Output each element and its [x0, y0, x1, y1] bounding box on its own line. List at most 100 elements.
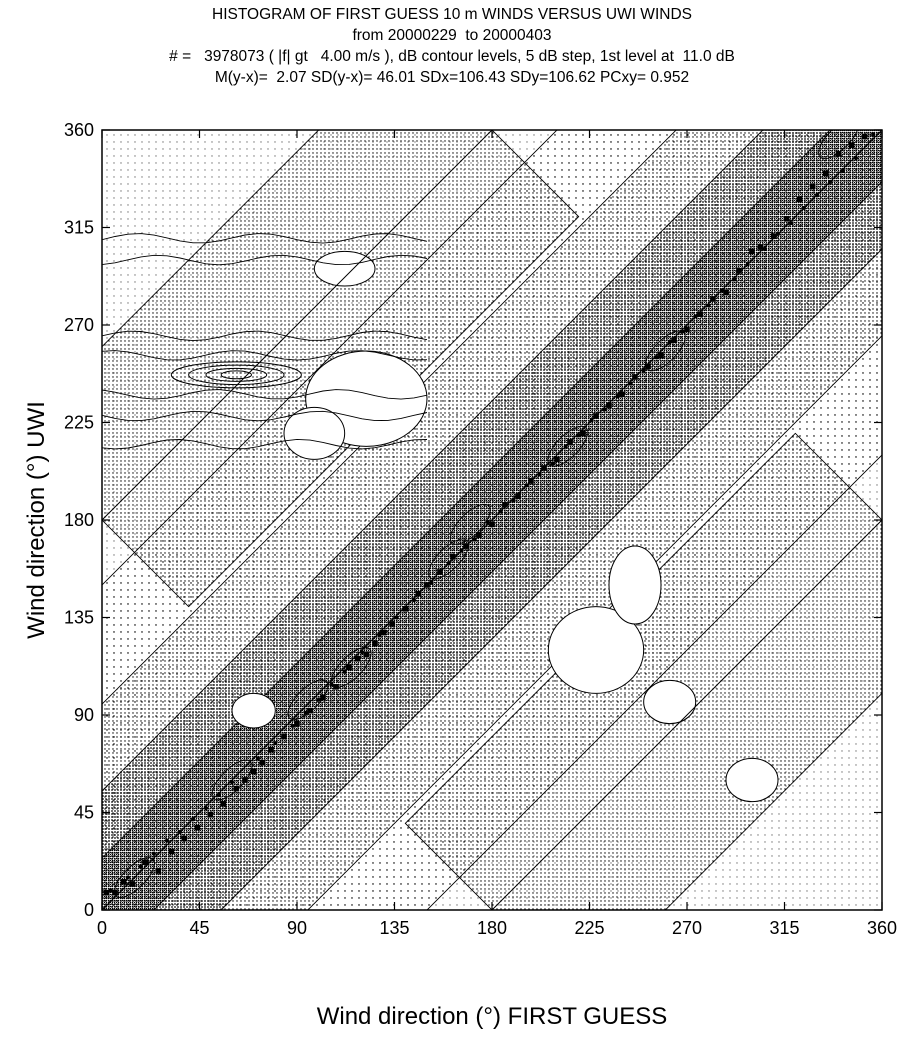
y-tick-label: 135 — [64, 608, 94, 628]
contour-line-5 — [102, 254, 428, 266]
dot-marker-49 — [802, 206, 806, 210]
dot-marker-52 — [841, 169, 845, 174]
x-tick-label: 270 — [672, 918, 702, 938]
chart-title-block: HISTOGRAM OF FIRST GUESS 10 m WINDS VERS… — [0, 4, 904, 88]
square-marker-50 — [697, 311, 703, 317]
square-marker-7 — [181, 835, 188, 842]
square-marker-22 — [354, 655, 361, 662]
square-marker-46 — [645, 363, 651, 369]
square-marker-23 — [363, 651, 370, 658]
dot-marker-38 — [654, 355, 659, 360]
square-marker-3 — [129, 881, 136, 887]
diagonal-contour-2 — [287, 679, 329, 721]
square-marker-2 — [120, 879, 127, 885]
y-tick-label: 45 — [74, 803, 94, 823]
square-marker-35 — [502, 502, 508, 508]
chart-count-info: # = 3978073 ( |f| gt 4.00 m/s ), dB cont… — [169, 48, 735, 65]
x-tick-label: 90 — [287, 918, 307, 938]
square-marker-21 — [346, 664, 352, 671]
square-marker-8 — [194, 824, 201, 831]
chart-statistics: M(y-x)= 2.07 SD(y-x)= 46.01 SDx=106.43 S… — [214, 69, 690, 86]
square-marker-52 — [723, 289, 729, 296]
dot-marker-25 — [485, 520, 490, 525]
sparse-region-6 — [231, 692, 276, 729]
reference-line-1 — [102, 130, 493, 521]
sparse-region-1 — [283, 406, 346, 460]
sparse-region-4 — [643, 679, 697, 725]
dot-marker-22 — [446, 561, 451, 566]
square-marker-34 — [489, 521, 495, 528]
square-marker-60 — [822, 170, 829, 177]
dot-marker-21 — [429, 580, 434, 585]
contour-line-6 — [102, 233, 428, 244]
dot-marker-40 — [680, 329, 685, 334]
diagonal-contour-6 — [547, 425, 589, 467]
square-marker-36 — [515, 493, 521, 499]
square-marker-26 — [389, 621, 396, 627]
contour-line-1 — [102, 350, 428, 361]
square-marker-33 — [476, 532, 482, 538]
square-marker-51 — [710, 296, 716, 302]
square-marker-15 — [268, 746, 274, 753]
x-tick-label: 180 — [477, 918, 507, 938]
contour-ring-0 — [170, 361, 302, 389]
sparse-region-3 — [608, 545, 662, 625]
dot-marker-7 — [204, 806, 208, 811]
square-marker-57 — [783, 216, 790, 222]
square-marker-32 — [463, 543, 469, 549]
sparse-region-2 — [547, 606, 645, 694]
dot-marker-4 — [165, 838, 169, 843]
square-marker-44 — [619, 391, 625, 398]
square-marker-10 — [220, 801, 227, 807]
y-tick-label: 180 — [64, 510, 94, 530]
square-marker-61 — [835, 151, 842, 157]
square-marker-25 — [380, 629, 387, 636]
square-marker-11 — [233, 785, 240, 792]
square-marker-16 — [281, 733, 287, 740]
dot-marker-20 — [412, 598, 416, 603]
square-marker-6 — [168, 848, 175, 855]
contour-line-2 — [102, 389, 428, 400]
square-marker-49 — [684, 326, 690, 333]
square-marker-48 — [671, 337, 677, 343]
dot-marker-5 — [178, 830, 182, 834]
square-marker-14 — [259, 759, 266, 766]
dot-marker-36 — [628, 381, 633, 386]
dot-marker-1 — [126, 875, 130, 880]
dot-marker-30 — [550, 461, 555, 466]
contour-ring-2 — [205, 367, 268, 382]
sparse-regions — [231, 250, 779, 803]
square-marker-9 — [207, 811, 214, 818]
dot-marker-31 — [563, 444, 568, 449]
dot-marker-17 — [360, 650, 364, 655]
y-axis-label: Wind direction (°) UWI — [23, 401, 50, 639]
contour-ring-1 — [188, 364, 285, 386]
x-tick-label: 135 — [379, 918, 409, 938]
dot-marker-34 — [602, 407, 607, 412]
square-marker-43 — [606, 402, 612, 408]
dot-marker-47 — [776, 232, 780, 236]
dot-marker-10 — [256, 756, 260, 761]
square-marker-1 — [112, 889, 118, 896]
chart-date-range: from 20000229 to 20000403 — [352, 27, 552, 44]
square-marker-13 — [250, 768, 257, 775]
dot-marker-2 — [139, 864, 143, 869]
dot-marker-9 — [230, 780, 234, 785]
square-marker-62 — [848, 142, 855, 148]
dot-marker-28 — [524, 483, 529, 488]
dot-marker-35 — [615, 394, 620, 399]
reference-line-2 — [491, 519, 882, 910]
x-tick-label: 45 — [189, 918, 209, 938]
diagonal-contour-8 — [818, 130, 860, 160]
dot-marker-39 — [667, 340, 672, 345]
dot-marker-27 — [511, 498, 516, 503]
square-marker-18 — [307, 707, 313, 714]
square-marker-63 — [861, 133, 868, 140]
chart-title: HISTOGRAM OF FIRST GUESS 10 m WINDS VERS… — [212, 6, 692, 23]
dot-marker-51 — [828, 180, 832, 184]
square-marker-56 — [770, 233, 777, 239]
dot-marker-32 — [576, 433, 581, 438]
